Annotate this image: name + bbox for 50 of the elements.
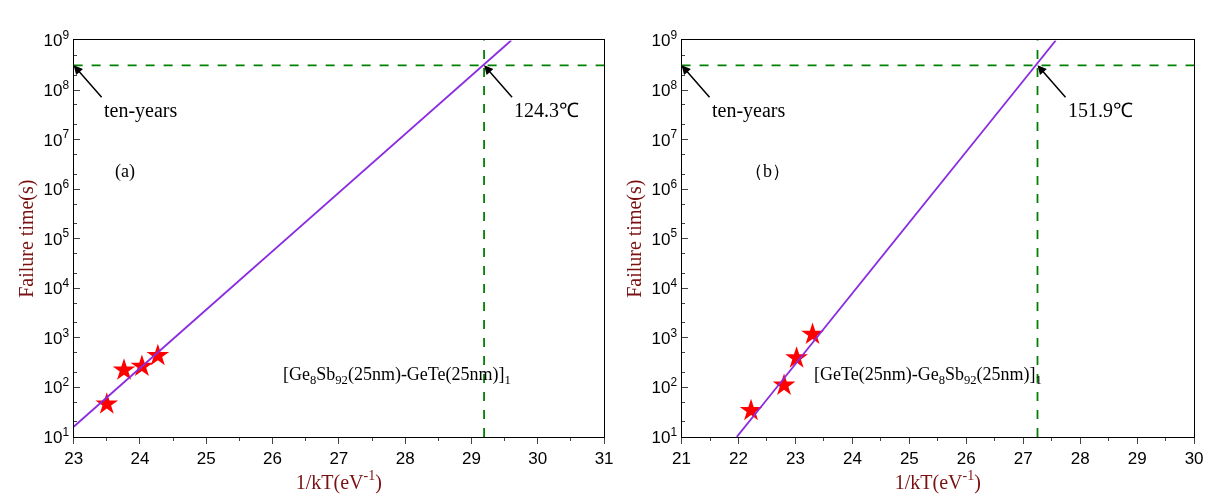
y-tick-label: 10$^{4}$ (651, 276, 678, 299)
x-axis-title: 1/kT(eV$^{-1}$) (894, 468, 981, 494)
y-tick-label: 10$^{5}$ (651, 226, 678, 249)
y-tick-label: 10$^{8}$ (43, 77, 70, 100)
x-tick-label: 22 (729, 449, 748, 469)
x-tick-label: 27 (329, 449, 349, 469)
point (112, 358, 136, 380)
y-tick-label: 10$^{5}$ (43, 226, 70, 249)
x-tick-label: 28 (1070, 449, 1090, 469)
y-axis-title: Failure time(s) (15, 179, 39, 298)
y-tick-label: 10$^{7}$ (43, 127, 70, 150)
annotation: 124.3℃ (514, 99, 579, 121)
x-tick-label: 31 (594, 449, 614, 469)
x-tick-label: 21 (672, 449, 692, 469)
x-tick-label: 25 (196, 449, 216, 469)
annotation: 151.9℃ (1068, 99, 1133, 121)
x-tick-label: 23 (64, 449, 84, 469)
x-tick-label: 26 (263, 449, 283, 469)
y-tick-label: 10$^{6}$ (43, 176, 70, 200)
x-tick-label: 29 (1127, 449, 1147, 469)
x-tick-label: 23 (786, 449, 805, 469)
y-tick-label: 10$^{2}$ (651, 375, 678, 398)
x-axis-title: 1/kT(eV$^{-1}$) (295, 468, 382, 494)
y-tick-label: 10$^{4}$ (43, 276, 70, 299)
y-tick-label: 10$^{2}$ (43, 375, 70, 398)
y-tick-label: 10$^{1}$ (43, 424, 70, 447)
annotation: (a) (115, 161, 135, 182)
x-tick-label: 26 (956, 449, 976, 469)
x-tick-label: 24 (130, 449, 150, 469)
x-tick-label: 24 (842, 449, 862, 469)
y-tick-label: 10$^{8}$ (651, 77, 678, 100)
annotation: [Ge$_{8}$Sb$_{92}$(25nm)-GeTe(25nm)]$_{1}$ (283, 364, 511, 387)
annotation: [GeTe(25nm)-Ge$_{8}$Sb$_{92}$(25nm)]$_{1}$ (814, 364, 1042, 387)
x-tick-label: 30 (1184, 449, 1204, 469)
annotation: ten-years (712, 99, 786, 122)
y-tick-label: 10$^{1}$ (651, 424, 678, 447)
y-tick-label: 10$^{7}$ (651, 127, 678, 150)
y-tick-label: 10$^{9}$ (43, 28, 70, 51)
y-tick-label: 10$^{3}$ (43, 325, 70, 348)
y-tick-label: 10$^{3}$ (651, 325, 678, 348)
y-axis-title: Failure time(s) (623, 179, 647, 298)
y-tick-label: 10$^{6}$ (651, 176, 678, 200)
x-tick-label: 29 (462, 449, 481, 469)
x-tick-label: 27 (1013, 449, 1033, 469)
annotation: ten-years (104, 99, 178, 122)
x-tick-label: 25 (899, 449, 919, 469)
annotation: （b） (745, 161, 790, 181)
y-tick-label: 10$^{9}$ (651, 28, 678, 51)
x-tick-label: 28 (395, 449, 415, 469)
x-tick-label: 30 (528, 449, 548, 469)
